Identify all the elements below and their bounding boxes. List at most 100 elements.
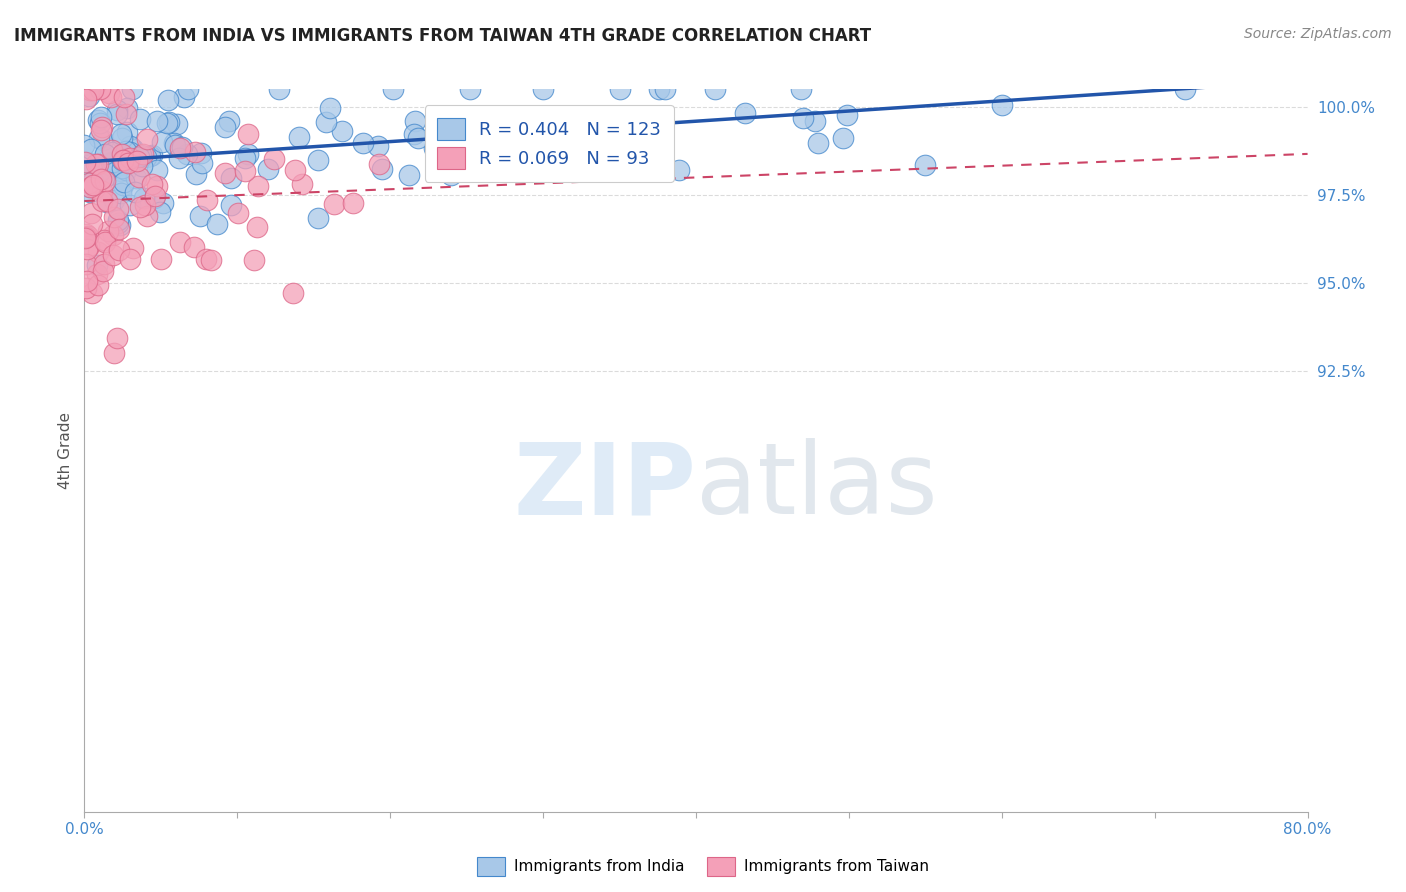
Point — [101, 154, 124, 169]
Point — [82, 82, 104, 96]
Point — [609, 82, 631, 96]
Point — [89, 163, 111, 178]
Point — [167, 151, 190, 165]
Point — [76, 274, 98, 288]
Point — [291, 178, 314, 192]
Point — [132, 147, 155, 161]
Point — [184, 167, 207, 181]
Point — [100, 90, 122, 104]
Point — [242, 253, 264, 268]
Point — [832, 131, 855, 145]
Point — [86, 267, 108, 281]
Point — [75, 92, 97, 106]
Point — [82, 178, 104, 193]
Point — [101, 159, 124, 173]
Point — [342, 195, 364, 210]
Point — [107, 202, 129, 217]
Point — [82, 174, 104, 188]
Point — [91, 263, 114, 277]
Point — [129, 201, 152, 215]
Point — [176, 146, 198, 161]
Point — [398, 168, 420, 182]
Point — [84, 181, 107, 195]
Point — [120, 252, 142, 266]
Point — [107, 213, 129, 227]
Point — [481, 109, 503, 123]
Point — [531, 82, 554, 96]
Point — [107, 216, 129, 230]
Point — [79, 185, 101, 199]
Point — [247, 178, 270, 193]
Point — [221, 171, 243, 186]
Point — [82, 82, 104, 96]
Point — [75, 258, 97, 272]
Point — [368, 157, 391, 171]
Point — [128, 150, 150, 164]
Point — [77, 180, 100, 194]
Point — [121, 82, 143, 96]
Point — [423, 141, 446, 155]
Point — [789, 82, 811, 96]
Point — [226, 206, 249, 220]
Point — [146, 162, 169, 177]
Point — [105, 103, 128, 117]
Point — [112, 153, 135, 168]
Point — [93, 146, 115, 161]
Point — [150, 252, 173, 266]
Point — [87, 277, 110, 292]
Point — [112, 176, 135, 190]
Point — [118, 151, 141, 165]
Point — [991, 98, 1014, 112]
Point — [704, 82, 727, 96]
Point — [77, 176, 100, 190]
Point — [73, 137, 96, 152]
Point — [143, 189, 166, 203]
Point — [75, 281, 97, 295]
Point — [315, 115, 337, 129]
Point — [110, 127, 132, 141]
Point — [125, 170, 148, 185]
Point — [200, 252, 222, 267]
Point — [165, 137, 187, 152]
Legend: R = 0.404   N = 123, R = 0.069   N = 93: R = 0.404 N = 123, R = 0.069 N = 93 — [425, 105, 673, 182]
Point — [367, 138, 389, 153]
Point — [307, 153, 329, 167]
Point — [108, 222, 131, 236]
Point — [134, 198, 156, 212]
Point — [129, 147, 152, 161]
Point — [100, 143, 122, 157]
Point — [118, 138, 141, 153]
Point — [246, 219, 269, 234]
Point — [93, 257, 115, 271]
Point — [1174, 82, 1197, 96]
Point — [76, 227, 98, 241]
Point — [152, 196, 174, 211]
Point — [111, 153, 134, 167]
Point — [75, 155, 97, 169]
Text: Source: ZipAtlas.com: Source: ZipAtlas.com — [1244, 27, 1392, 41]
Point — [169, 235, 191, 249]
Point — [288, 130, 311, 145]
Point — [122, 142, 145, 156]
Point — [75, 229, 97, 244]
Point — [404, 113, 426, 128]
Point — [89, 82, 111, 96]
Point — [184, 145, 207, 159]
Point — [458, 82, 481, 96]
Point — [142, 191, 165, 205]
Point — [112, 150, 135, 164]
Point — [371, 161, 394, 176]
Point — [139, 149, 162, 163]
Point — [90, 120, 112, 134]
Point — [332, 124, 354, 138]
Point — [101, 156, 124, 170]
Point — [86, 258, 108, 272]
Point — [112, 153, 135, 167]
Point — [807, 136, 830, 150]
Point — [101, 145, 124, 160]
Point — [115, 145, 138, 159]
Point — [117, 156, 139, 170]
Point — [121, 241, 143, 255]
Point — [100, 154, 122, 169]
Point — [115, 101, 138, 115]
